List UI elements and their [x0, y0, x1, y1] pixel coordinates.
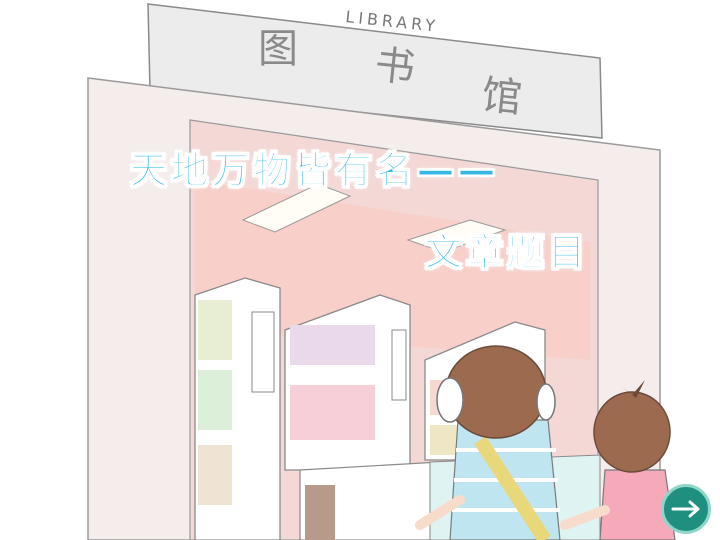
title-line-1: 天地万物皆有名—— — [130, 149, 499, 193]
girl — [560, 380, 676, 540]
library-sign: LIBRARY 图 书 馆 — [147, 3, 603, 139]
next-button[interactable] — [661, 484, 711, 534]
sign-char-3: 馆 — [479, 72, 524, 122]
arrow-right-icon — [671, 500, 700, 518]
sign-char-1: 图 — [258, 26, 298, 72]
sign-char-2: 书 — [372, 42, 417, 92]
title-line-2: 文章题目 — [425, 231, 589, 275]
ceiling-lights — [241, 183, 507, 253]
boy-with-headphones — [415, 345, 561, 540]
